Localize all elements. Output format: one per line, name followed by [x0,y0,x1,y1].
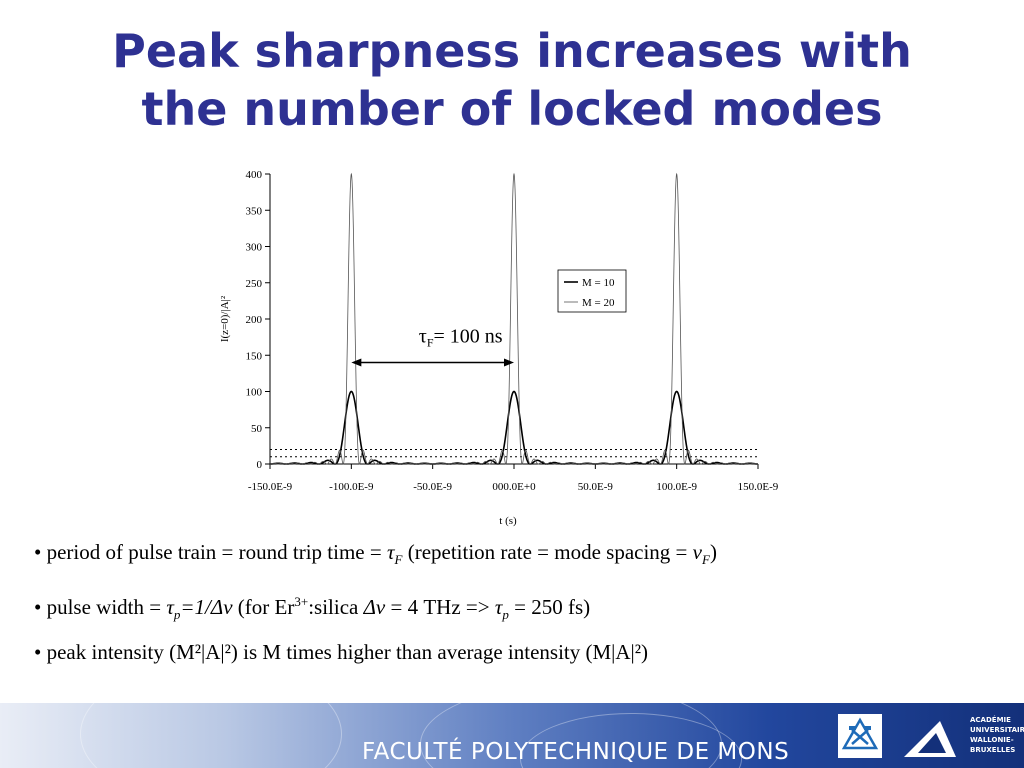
x-tick-label: 150.0E-9 [738,481,779,493]
x-tick-label: -50.0E-9 [413,481,452,493]
tau-symbol: τ [386,540,395,564]
subscript: F [394,552,403,568]
delta-nu-symbol: Δν [363,595,386,619]
y-tick-label: 250 [246,278,263,290]
x-tick-label: -150.0E-9 [248,481,293,493]
subscript: p [502,607,509,623]
mode-locking-chart: 0 50 100 150 200 250 300 350 400 -150.0E-9 -100.0E… [219,169,779,527]
academy-line: UNIVERSITAIRE [970,726,1024,734]
x-tick-label: 000.0E+0 [492,481,536,493]
series-line [270,390,758,465]
academy-line: BRUXELLES [970,746,1016,754]
bullet-text: (repetition rate = mode spacing = [402,540,693,564]
chart-legend: M = 10 M = 20 [557,269,627,313]
academy-logo-icon [904,721,956,757]
y-tick-label: 50 [251,423,263,435]
y-tick-label: 350 [246,205,263,217]
period-arrowhead-left [351,358,362,367]
bullet-text: • pulse width = [34,595,167,619]
bullet-text: • peak intensity (M²|A|²) is M times hig… [34,640,649,664]
title-line-1: Peak sharpness increases with [112,24,912,78]
period-annotation: τF= 100 ns [419,326,503,350]
x-tick-label: 100.0E-9 [656,481,697,493]
chart-axes: 0 50 100 150 200 250 300 350 400 -150.0E-9 -100.0E… [219,169,779,527]
chart-annotation: τF= 100 ns [351,326,514,367]
y-tick-label: 100 [246,387,263,399]
bullet-text: = 250 fs) [508,595,591,619]
bullet-text: ) [709,540,717,564]
x-tick-label: -100.0E-9 [329,481,374,493]
y-tick-label: 200 [246,314,263,326]
y-axis-label: I(z=0)/|A|² [219,295,231,342]
legend-box [557,269,627,313]
fpms-logo [838,714,882,758]
bullet-list: • period of pulse train = round trip tim… [34,537,1014,687]
subscript: p [173,607,181,623]
chart-series [270,172,758,465]
period-arrowhead-right [504,358,514,367]
academy-name: ACADÉMIE UNIVERSITAIRE WALLONIE- BRUXELL… [970,715,1024,755]
bullet-text: :silica [308,595,364,619]
tau-symbol: τ [166,595,174,619]
subscript: F [701,552,710,568]
title-line-2: the number of locked modes [141,82,883,136]
legend-label: M = 20 [582,297,615,309]
series-line [270,172,758,465]
footer-decoration [0,703,1024,768]
bullet-text: = 4 THz => [385,595,495,619]
bullet-period: • period of pulse train = round trip tim… [34,537,1014,587]
bullet-text: (for Er [232,595,295,619]
tau-symbol: τ [494,595,503,619]
x-tick-label: 50.0E-9 [578,481,614,493]
bullet-text: • period of pulse train = round trip tim… [34,540,387,564]
slide-title: Peak sharpness increases with the number… [0,22,1024,138]
bullet-peak-intensity: • peak intensity (M²|A|²) is M times hig… [34,637,1014,687]
x-axis-label: t (s) [499,515,517,527]
y-tick-label: 0 [257,459,263,471]
y-tick-label: 150 [246,350,263,362]
bullet-pulse-width: • pulse width = τp=1/Δν (for Er3+:silica… [34,587,1014,637]
academy-line: WALLONIE- [970,736,1014,744]
y-tick-label: 400 [246,169,263,181]
nu-symbol: ν [692,540,702,564]
institution-name: FACULTÉ POLYTECHNIQUE DE MONS [362,739,790,765]
superscript: 3+ [294,594,309,609]
legend-label: M = 10 [582,277,615,289]
academy-line: ACADÉMIE [970,716,1011,724]
formula: =1/Δν [180,595,233,619]
y-tick-label: 300 [246,242,263,254]
